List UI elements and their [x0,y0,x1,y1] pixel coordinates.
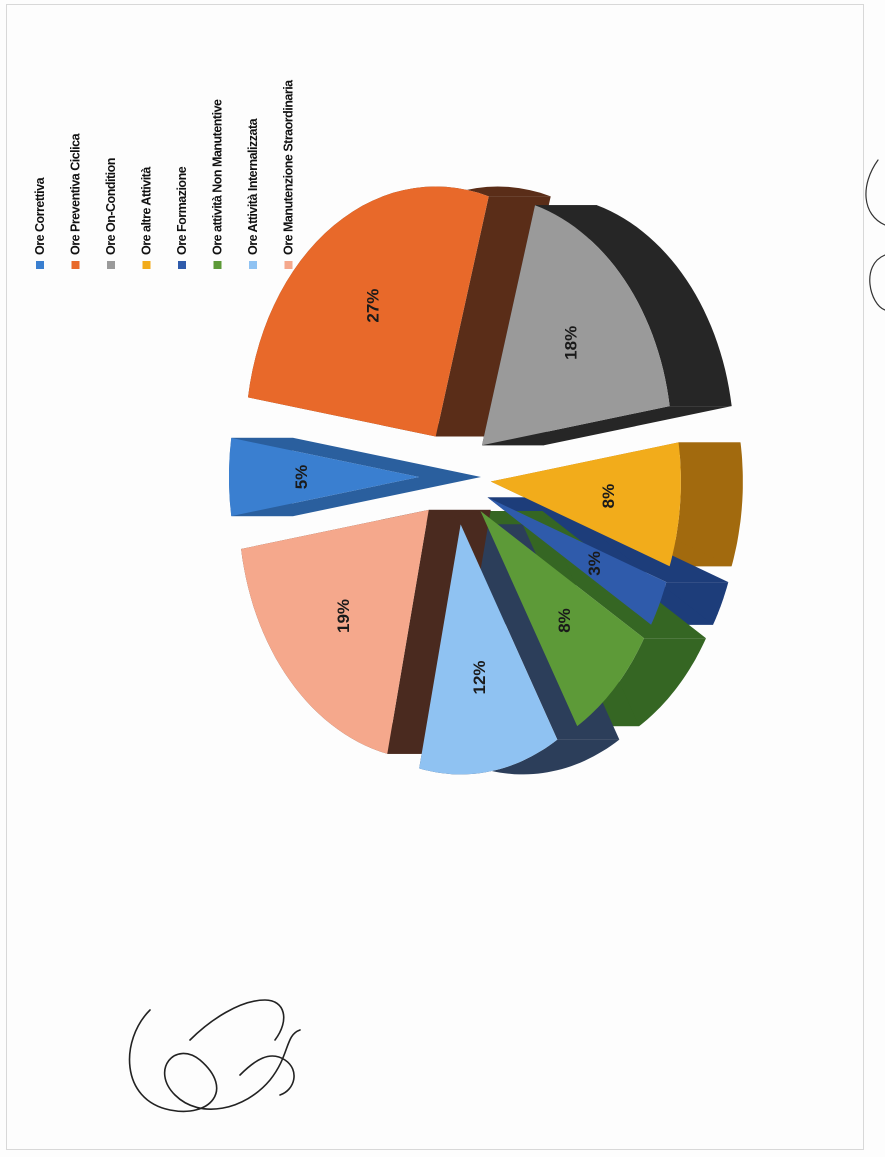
legend-swatch [142,261,151,269]
slice-side [419,739,620,775]
pie-slice [419,524,558,775]
legend-swatch [36,261,44,269]
slice-data-label: 18% [561,326,580,360]
slice-wall [482,406,732,446]
pie-slice [490,442,681,567]
legend-entry-label: Ore attività Non Manutentive [211,99,225,255]
slice-data-label: 27% [364,289,383,323]
rotated-chart-group: 5% 27% 18% 8% 3% 8% 12% 19% Ore Correttiva Ore P… [33,79,743,775]
legend-swatch [249,261,257,269]
legend-entry-label: Ore Preventiva Ciclica [69,132,83,255]
legend-entry-label: Ore Attività Internalizzata [246,117,260,255]
legend-entry-label: Ore altre Attività [140,167,154,255]
pie-slice [480,510,644,727]
handwritten-annotation [865,159,885,311]
pie-slice [229,437,419,517]
slice-data-label: 3% [585,551,604,576]
handwritten-signature [128,999,301,1113]
slice-wall [231,477,481,517]
slice-wall [435,196,551,437]
pie-slice [241,509,429,754]
slice-data-label: 19% [334,599,353,633]
legend-swatch [71,261,80,269]
pie-slice [487,497,667,625]
legend-swatch [213,261,222,269]
page-border [6,4,864,1150]
slice-side [669,442,743,567]
legend-entry-label: Ore On-Condition [104,158,118,255]
slice-data-label: 8% [599,484,618,509]
legend-entry-label: Ore Formazione [175,166,189,255]
legend: Ore Correttiva Ore Preventiva Ciclica Ore … [33,79,296,269]
pie-slice [482,205,670,446]
legend-entry-label: Ore Correttiva [33,176,47,255]
legend-entry-label: Ore Manutenzione Straordinaria [282,79,296,255]
legend-swatch [178,261,186,269]
pie-slices [229,186,743,775]
legend-swatch [284,261,293,269]
slice-data-label: 8% [555,608,574,633]
slice-side [535,205,732,407]
pie-slice [248,186,489,437]
slice-labels: 5% 27% 18% 8% 3% 8% 12% 19% [292,289,618,695]
slice-data-label: 12% [470,660,489,694]
slice-data-label: 5% [292,465,311,490]
slice-wall [231,437,481,477]
legend-swatch [107,261,115,269]
